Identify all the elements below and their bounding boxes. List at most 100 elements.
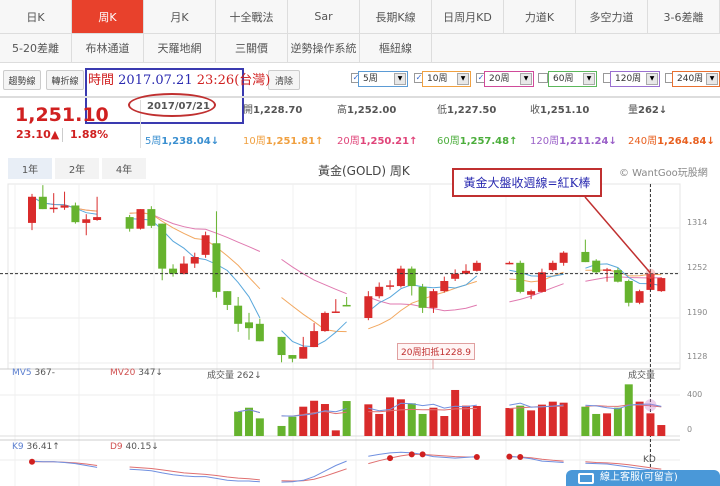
tab-9[interactable]: 3-6差離 xyxy=(648,0,720,34)
ma-period-select[interactable]: 10周 ▼ xyxy=(422,71,471,87)
volume-bar xyxy=(451,389,460,436)
price-change: 23.10▲ xyxy=(16,128,60,141)
candle xyxy=(320,312,329,332)
period-button[interactable]: 1年 xyxy=(8,158,52,179)
chevron-down-icon: ▼ xyxy=(520,73,532,85)
ma-period-select[interactable]: 120周 ▼ xyxy=(610,71,660,87)
candle xyxy=(38,196,47,210)
kd-cross-dot xyxy=(506,453,513,460)
tab-row2-3[interactable]: 三關價 xyxy=(216,34,288,63)
volume-bar xyxy=(429,407,438,436)
volume-bar xyxy=(527,410,536,436)
kd-cross-dot xyxy=(387,455,394,462)
copyright: © WantGoo玩股網 xyxy=(619,168,708,179)
candle xyxy=(537,272,546,292)
time-label: 時間 xyxy=(88,73,115,88)
ma-period-select[interactable]: 60周 ▼ xyxy=(548,71,597,87)
candle xyxy=(125,217,134,229)
mv5-readout: MV5 367- xyxy=(12,368,55,378)
tab-6[interactable]: 日周月KD xyxy=(432,0,504,34)
tab-3[interactable]: 十全戰法 xyxy=(216,0,288,34)
candle xyxy=(624,280,633,303)
candle xyxy=(603,269,612,271)
candle xyxy=(245,322,253,329)
ma-checkbox[interactable] xyxy=(538,73,548,83)
kd-cross-dot xyxy=(29,458,35,465)
ma-period-select[interactable]: 240周 ▼ xyxy=(672,71,720,87)
volume-tick: 0 xyxy=(687,425,693,434)
d-readout: D9 40.15↓ xyxy=(110,442,159,452)
tab-4[interactable]: Sar xyxy=(288,0,360,34)
annotation-time: 時間 2017.07.21 23:26(台灣) xyxy=(88,69,270,88)
kd-cross-dot xyxy=(517,453,524,460)
candle xyxy=(472,262,481,271)
tab-row2-2[interactable]: 天羅地網 xyxy=(144,34,216,63)
tab-8[interactable]: 多空力道 xyxy=(576,0,648,34)
ma-period-select[interactable]: 20周 ▼ xyxy=(484,71,534,87)
quote-low: 低1,227.50 xyxy=(437,105,497,116)
volume-bar xyxy=(364,404,373,436)
volume-bar xyxy=(299,406,308,436)
volume-bar xyxy=(624,384,633,436)
divider xyxy=(62,128,63,142)
k-readout: K9 36.41↑ xyxy=(12,442,60,452)
candle xyxy=(364,296,373,319)
volume-bar xyxy=(581,406,590,436)
volume-bar xyxy=(516,405,525,436)
tab-5[interactable]: 長期K線 xyxy=(360,0,432,34)
ma-period-select[interactable]: 5周 ▼ xyxy=(358,71,408,87)
candle xyxy=(592,260,601,273)
candle xyxy=(147,209,156,226)
volume-bar xyxy=(331,430,340,436)
candle xyxy=(613,270,622,282)
candle xyxy=(386,285,395,287)
period-button[interactable]: 2年 xyxy=(55,158,99,179)
deduct-label: 20周扣抵1228.9 xyxy=(397,343,475,360)
chat-support-button[interactable]: 線上客服(可留言) xyxy=(566,470,720,486)
ma-value: 120周1,211.24↓ xyxy=(530,136,617,147)
ma-value: 60周1,257.48↑ xyxy=(437,136,518,147)
ma10-line xyxy=(31,196,662,333)
volume-bar xyxy=(646,413,655,436)
quote-volume: 量262↓ xyxy=(628,105,668,116)
chart-area[interactable] xyxy=(0,180,720,486)
candle xyxy=(82,219,91,223)
candle xyxy=(223,291,232,305)
tab-row2-1[interactable]: 布林通道 xyxy=(72,34,144,63)
date-highlight-ellipse xyxy=(128,93,216,117)
trend-line-button[interactable]: 趨勢線 xyxy=(3,70,41,90)
quote-open: 開1,228.70 xyxy=(243,105,303,116)
volume-bar xyxy=(462,405,470,436)
kd-panel-label: KD xyxy=(643,455,656,465)
tab-7[interactable]: 力道K xyxy=(504,0,576,34)
volume-bar xyxy=(396,399,405,436)
volume-bar xyxy=(288,416,297,436)
chevron-down-icon: ▼ xyxy=(583,73,595,85)
turning-line-button[interactable]: 轉折線 xyxy=(46,70,84,90)
clear-button[interactable]: 清除 xyxy=(268,70,300,90)
current-price: 1,251.10 xyxy=(15,104,109,126)
tab-row2-5[interactable]: 樞紐線 xyxy=(360,34,432,63)
volume-bar xyxy=(407,403,416,436)
mail-icon xyxy=(578,473,594,484)
kd-cross-dot xyxy=(408,451,415,458)
volume-bar xyxy=(548,401,557,436)
tab-row2-0[interactable]: 5-20差離 xyxy=(0,34,72,63)
price-change-pct: 1.88% xyxy=(70,128,109,141)
period-button[interactable]: 4年 xyxy=(102,158,146,179)
tab-row2-4[interactable]: 逆勢操作系統 xyxy=(288,34,360,63)
candle xyxy=(505,262,514,265)
candle xyxy=(527,291,536,295)
tab-1[interactable]: 周K xyxy=(72,0,144,34)
candle xyxy=(158,223,167,269)
tab-0[interactable]: 日K xyxy=(0,0,72,34)
volume-bar xyxy=(310,400,319,436)
price-panel-frame xyxy=(7,183,681,370)
volume-bar xyxy=(255,418,264,436)
time-date: 2017.07.21 xyxy=(118,73,193,88)
tabs-row-1: 日K 周K 月K 十全戰法 Sar 長期K線 日周月KD 力道K 多空力道 3-6差離 xyxy=(0,0,720,34)
candle xyxy=(429,291,438,308)
volume-bar xyxy=(277,425,286,436)
callout-annotation: 黃金大盤收週線=紅K棒 xyxy=(452,168,602,197)
tab-2[interactable]: 月K xyxy=(144,0,216,34)
